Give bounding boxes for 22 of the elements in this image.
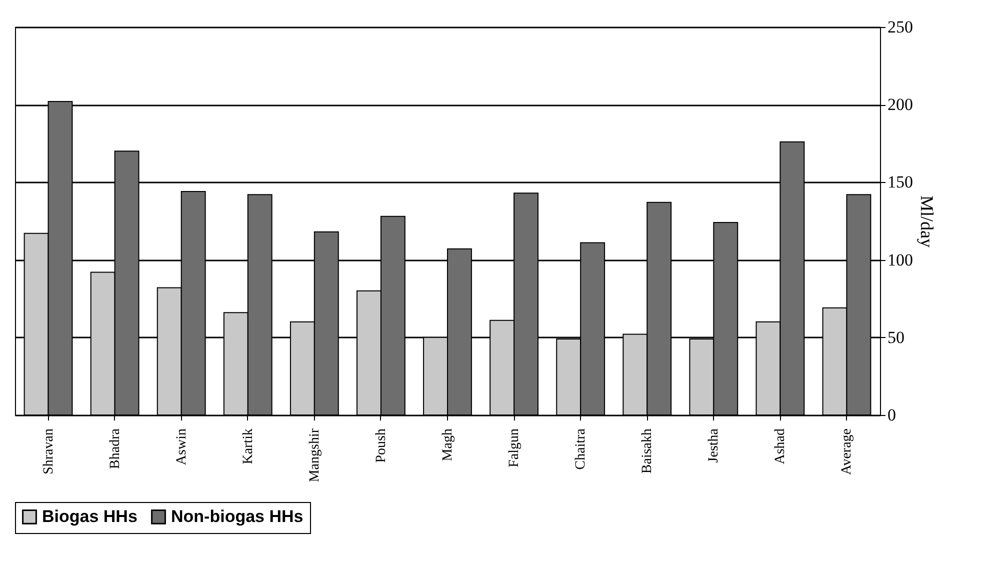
x-tick-label: Jestha [706, 428, 722, 463]
x-tick-label: Shravan [41, 428, 56, 474]
x-tick-label: Kartik [240, 428, 256, 464]
x-tick-label: Baisakh [640, 428, 656, 474]
y-tick-label: 100 [888, 250, 913, 270]
legend-label: Biogas HHs [42, 506, 138, 526]
y-tick-label: 50 [888, 328, 904, 347]
y-axis-title: Ml/day [917, 196, 937, 248]
x-tick-label: Mangshir [307, 428, 322, 482]
y-tick-label: 250 [888, 18, 913, 36]
x-tick-label: Chaitra [574, 428, 589, 470]
x-tick-label: Poush [374, 428, 389, 463]
y-tick-label: 150 [888, 172, 913, 192]
x-tick-label: Falgun [507, 428, 522, 468]
x-tick-label: Average [840, 428, 855, 475]
x-tick-label: Ashad [773, 428, 788, 464]
x-tick-label: Aswin [174, 428, 190, 466]
y-tick-label: 0 [888, 406, 896, 424]
y-tick-label: 200 [888, 95, 913, 114]
x-tick-label: Bhadra [108, 428, 123, 469]
legend-label: Non-biogas HHs [171, 506, 304, 526]
x-tick-label: Magh [440, 428, 456, 462]
